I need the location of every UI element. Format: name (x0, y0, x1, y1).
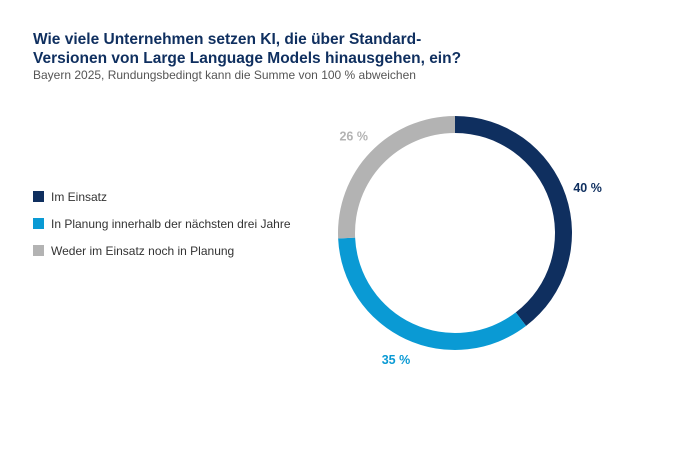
legend-swatch (33, 191, 44, 202)
data-label: 26 % (339, 129, 368, 143)
legend-swatch (33, 245, 44, 256)
data-label: 40 % (573, 181, 602, 195)
legend-item-in-planung: In Planung innerhalb der nächsten drei J… (33, 216, 291, 231)
chart-subtitle: Bayern 2025, Rundungsbedingt kann die Su… (33, 68, 416, 82)
legend-item-im-einsatz: Im Einsatz (33, 189, 291, 204)
chart-title: Wie viele Unternehmen setzen KI, die übe… (33, 31, 462, 67)
legend-label: Im Einsatz (51, 189, 108, 204)
legend-swatch (33, 218, 44, 229)
legend-item-weder: Weder im Einsatz noch in Planung (33, 243, 291, 258)
legend-label: Weder im Einsatz noch in Planung (51, 243, 235, 258)
legend-label: In Planung innerhalb der nächsten drei J… (51, 216, 291, 231)
donut-slice (338, 116, 455, 239)
donut-slice (455, 116, 573, 326)
donut-slice (338, 237, 527, 351)
legend: Im Einsatz In Planung innerhalb der näch… (33, 190, 291, 271)
data-label: 35 % (382, 353, 411, 367)
